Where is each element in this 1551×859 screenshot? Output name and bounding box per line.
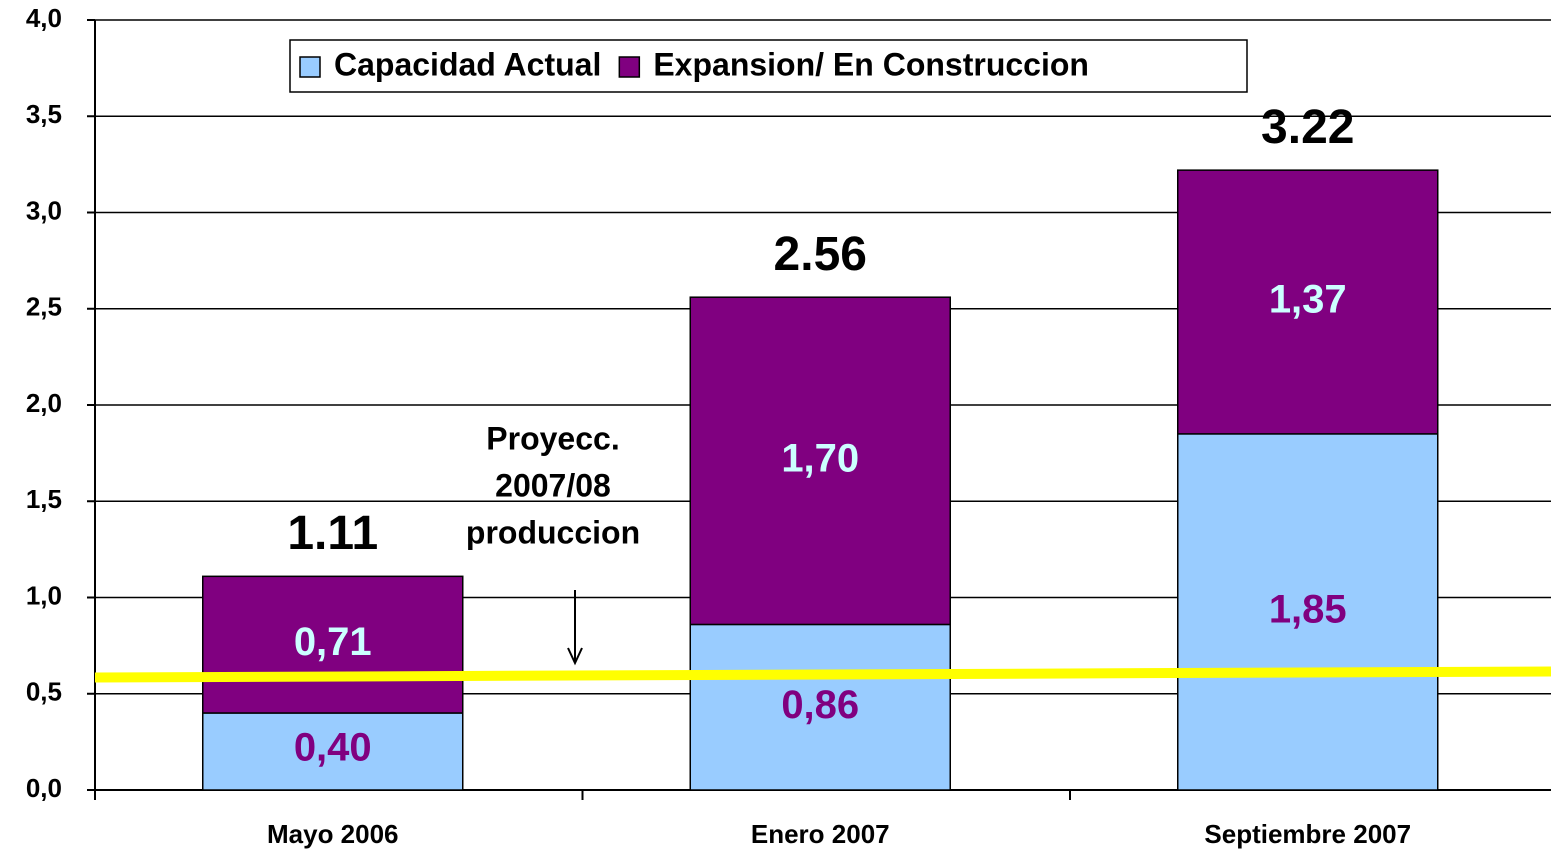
annotation: Proyecc. — [486, 420, 619, 456]
y-tick-label: 0,5 — [26, 677, 62, 707]
value-label: 0,86 — [781, 683, 859, 727]
bar-segment — [1177, 433, 1439, 791]
y-tick-label: 2,0 — [26, 388, 62, 418]
legend-label: Capacidad Actual — [334, 46, 601, 82]
y-tick-label: 1,0 — [26, 580, 62, 610]
bar-segment — [1177, 169, 1439, 435]
x-tick-label: Mayo 2006 — [267, 819, 399, 849]
value-label: 1,37 — [1269, 278, 1347, 322]
y-tick-label: 3,0 — [26, 195, 62, 225]
total-label: 1.11 — [287, 507, 378, 560]
value-label: 0,40 — [294, 726, 372, 770]
legend-swatch — [299, 56, 321, 78]
y-tick-label: 1,5 — [26, 484, 62, 514]
annotation: 2007/08 — [495, 467, 611, 503]
legend-label: Expansion/ En Construccion — [653, 46, 1089, 82]
bar-segment — [689, 623, 951, 791]
y-tick-label: 3,5 — [26, 99, 62, 129]
legend-swatch — [618, 56, 641, 78]
y-tick-label: 4,0 — [26, 3, 62, 33]
y-tick-label: 0,0 — [26, 773, 62, 803]
bar-segment — [202, 575, 464, 714]
y-tick-label: 2,5 — [26, 292, 62, 322]
value-label: 1,70 — [781, 436, 859, 480]
annotation: produccion — [466, 514, 640, 550]
reference-line — [94, 666, 1551, 683]
total-label: 2.56 — [774, 228, 867, 281]
bar-segment — [689, 296, 951, 626]
value-label: 1,85 — [1269, 588, 1347, 632]
x-tick-label: Enero 2007 — [751, 819, 890, 849]
annotation-arrow — [567, 590, 583, 666]
total-label: 3.22 — [1261, 101, 1354, 154]
x-tick-label: Septiembre 2007 — [1204, 819, 1411, 849]
bar-segment — [202, 712, 464, 791]
value-label: 0,71 — [294, 620, 372, 664]
legend-box — [289, 39, 1248, 93]
